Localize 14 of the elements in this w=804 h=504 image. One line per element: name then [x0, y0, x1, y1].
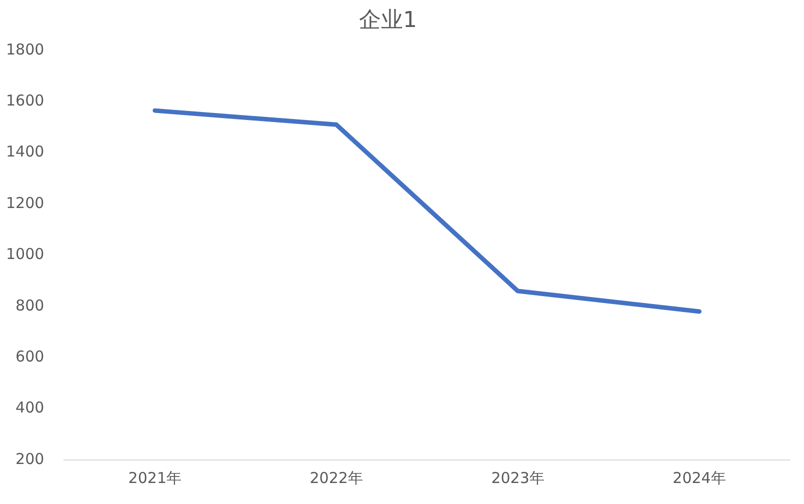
y-tick-label: 1800 [6, 40, 44, 58]
y-tick-label: 400 [16, 398, 44, 417]
y-tick-label: 600 [16, 347, 44, 366]
y-tick-label: 800 [16, 296, 44, 314]
y-tick-label: 1400 [6, 142, 44, 161]
x-tick-label: 2022年 [310, 468, 363, 487]
y-tick-label: 1200 [6, 194, 44, 212]
x-tick-label: 2024年 [672, 468, 726, 487]
y-tick-label: 1000 [6, 245, 44, 264]
y-tick-label: 200 [16, 450, 44, 468]
x-tick-label: 2023年 [491, 468, 544, 487]
y-tick-label: 1600 [6, 91, 44, 110]
chart-title: 企业1 [359, 8, 417, 33]
x-tick-label: 2021年 [128, 468, 182, 487]
